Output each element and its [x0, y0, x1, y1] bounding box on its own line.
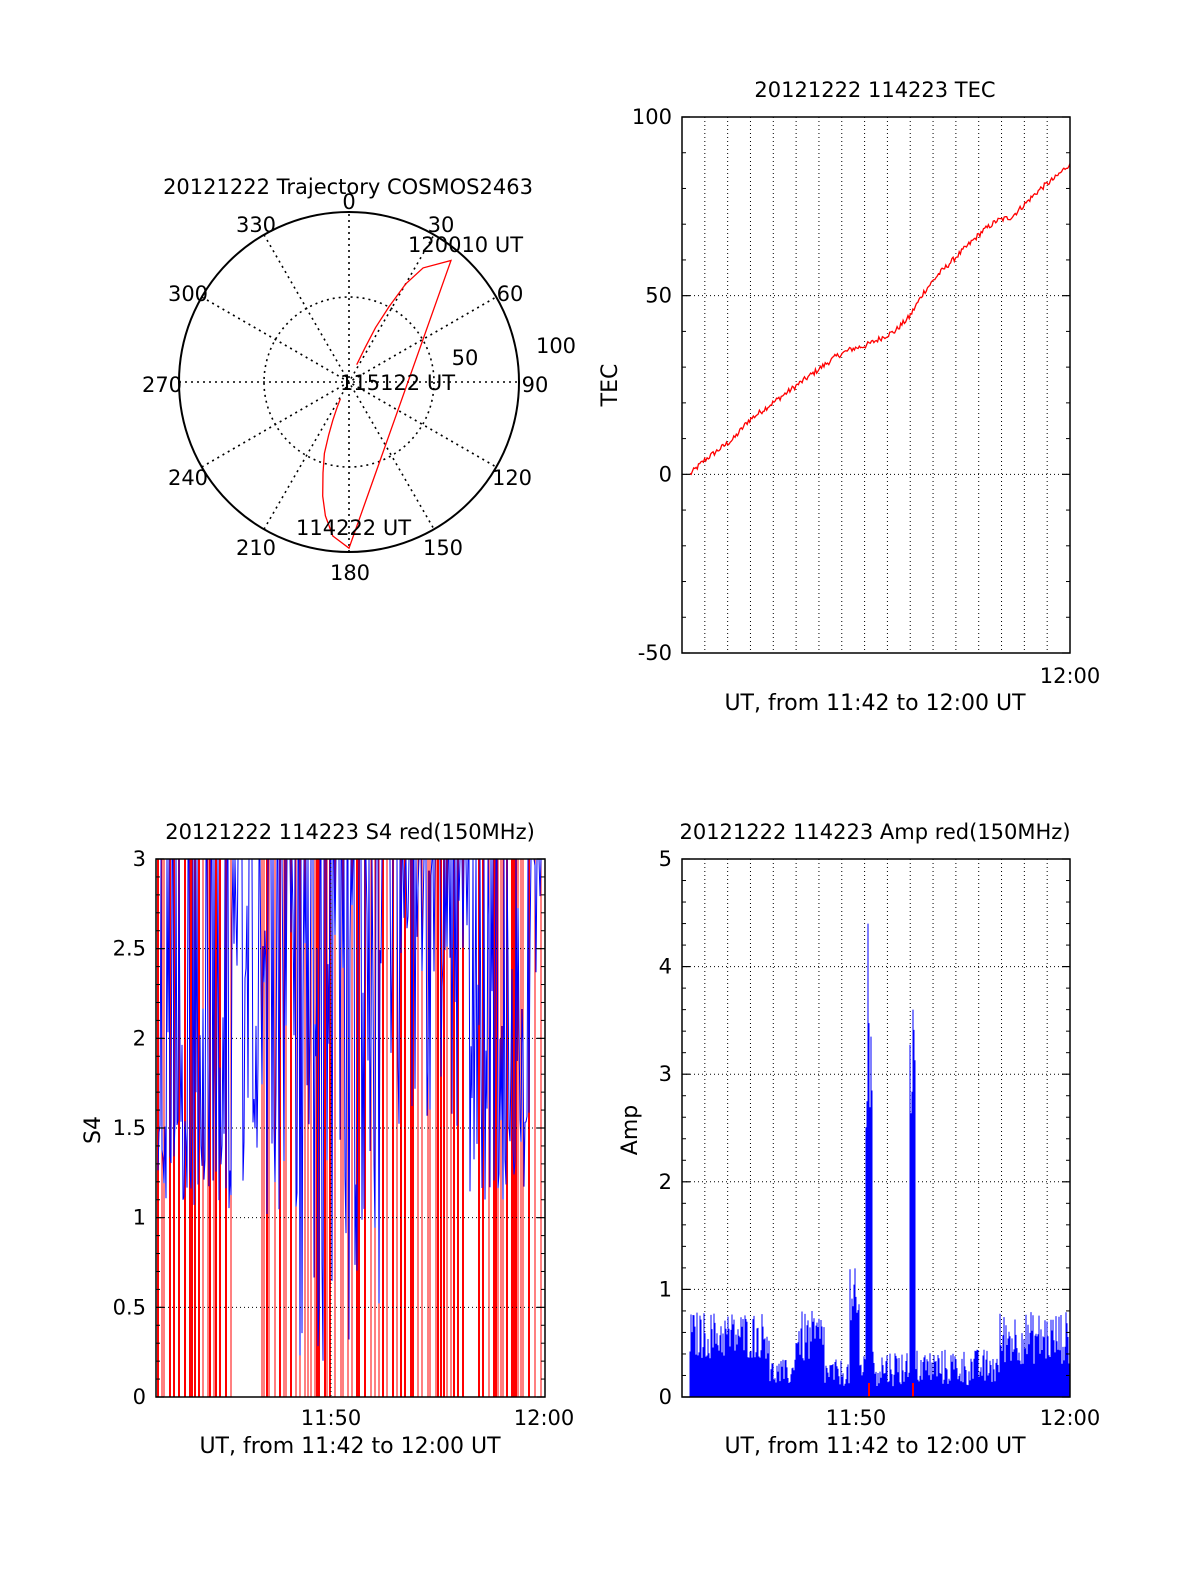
trajectory-end-label: 120010 UT: [408, 233, 523, 257]
polar-azimuth-label-30: 30: [428, 213, 455, 237]
s4-plot: 20121222 114223 S4 red(150MHz) 3 2.5 2 1.5 1…: [81, 820, 574, 1459]
polar-spoke-150: [263, 234, 435, 530]
s4-y-tick-label: 2.5: [113, 937, 146, 961]
polar-title: 20121222 Trajectory COSMOS2463: [163, 175, 533, 199]
s4-title: 20121222 114223 S4 red(150MHz): [165, 820, 535, 844]
amp-x-axis-label: UT, from 11:42 to 12:00 UT: [724, 1434, 1026, 1459]
amp-grid: [682, 859, 1070, 1397]
amp-y-tick-label: 5: [659, 847, 672, 871]
amp-blue-series-path: [689, 923, 1070, 1397]
s4-y-ticks: 3 2.5 2 1.5 1 0.5 0: [113, 847, 545, 1409]
polar-azimuth-label-0: 0: [342, 190, 355, 214]
tec-y-tick-label: 0: [659, 462, 672, 486]
polar-azimuth-label-270: 270: [142, 373, 182, 397]
tec-y-tick-label: -50: [638, 641, 672, 665]
polar-azimuth-label-240: 240: [168, 466, 208, 490]
amp-x-tick-1150: 11:50: [826, 1406, 887, 1430]
s4-y-tick-label: 1.5: [113, 1116, 146, 1140]
tec-axes-frame: [681, 116, 1071, 654]
trajectory-mid-label: 115122 UT: [340, 371, 455, 395]
amp-y-tick-label: 1: [659, 1277, 672, 1301]
s4-y-axis-label: S4: [81, 1116, 106, 1144]
s4-x-tick-1200: 12:00: [514, 1406, 575, 1430]
tec-series-line: [689, 163, 1070, 476]
s4-series: [157, 859, 543, 1397]
amp-y-tick-label: 3: [659, 1062, 672, 1086]
amp-y-ticks: 5 4 3 2 1 0: [659, 847, 1070, 1409]
polar-outer-ring: [178, 211, 520, 553]
s4-grid: [156, 859, 545, 1397]
amp-plot: 20121222 114223 Amp red(150MHz) 5 4 3 2 1 0 1…: [618, 820, 1100, 1459]
s4-x-axis-label: UT, from 11:42 to 12:00 UT: [199, 1434, 501, 1459]
tec-x-axis-label: UT, from 11:42 to 12:00 UT: [724, 691, 1026, 716]
polar-azimuth-label-150: 150: [423, 536, 463, 560]
tec-x-tick-1200: 12:00: [1040, 664, 1101, 688]
tec-y-tick-label: 50: [645, 284, 672, 308]
trajectory-start-label: 114222 UT: [296, 516, 411, 540]
polar-azimuth-label-90: 90: [522, 373, 549, 397]
amp-x-tick-1200: 12:00: [1040, 1406, 1101, 1430]
amp-y-axis-label: Amp: [618, 1105, 643, 1155]
polar-azimuth-label-330: 330: [236, 213, 276, 237]
polar-radius-label-100: 100: [536, 334, 576, 358]
amp-series: [689, 923, 1070, 1397]
amp-axes-frame: [681, 858, 1071, 1398]
tec-y-ticks: 100 50 0 -50: [632, 105, 1070, 665]
s4-y-tick-label: 3: [133, 847, 146, 871]
polar-azimuth-label-180: 180: [330, 561, 370, 585]
polar-azimuth-labels: 0 30 60 90 120 150 180 210 240 270 300 330: [142, 190, 548, 585]
amp-title: 20121222 114223 Amp red(150MHz): [679, 820, 1070, 844]
s4-y-tick-label: 0.5: [113, 1295, 146, 1319]
amp-y-tick-label: 0: [659, 1385, 672, 1409]
trajectory-line: [322, 259, 453, 550]
polar-azimuth-label-210: 210: [236, 536, 276, 560]
polar-azimuth-label-120: 120: [492, 466, 532, 490]
polar-azimuth-label-300: 300: [168, 282, 208, 306]
tec-grid: [682, 117, 1070, 653]
tec-y-axis-label: TEC: [598, 364, 623, 408]
tec-y-tick-label: 100: [632, 105, 672, 129]
polar-radius-label-50: 50: [452, 346, 479, 370]
tec-plot: 20121222 114223 TEC 100 50 0 -50 12:00 UT, …: [598, 78, 1100, 716]
polar-azimuth-label-60: 60: [497, 282, 524, 306]
s4-y-tick-label: 2: [133, 1026, 146, 1050]
amp-y-tick-label: 2: [659, 1170, 672, 1194]
tec-title: 20121222 114223 TEC: [754, 78, 995, 102]
s4-y-tick-label: 0: [133, 1385, 146, 1409]
s4-blue-series-line: [157, 859, 543, 1361]
polar-plot: 20121222 Trajectory COSMOS2463 0 30 60 90 12…: [142, 175, 576, 585]
s4-y-tick-label: 1: [133, 1206, 146, 1230]
amp-y-tick-label: 4: [659, 955, 672, 979]
s4-x-tick-1150: 11:50: [301, 1406, 362, 1430]
